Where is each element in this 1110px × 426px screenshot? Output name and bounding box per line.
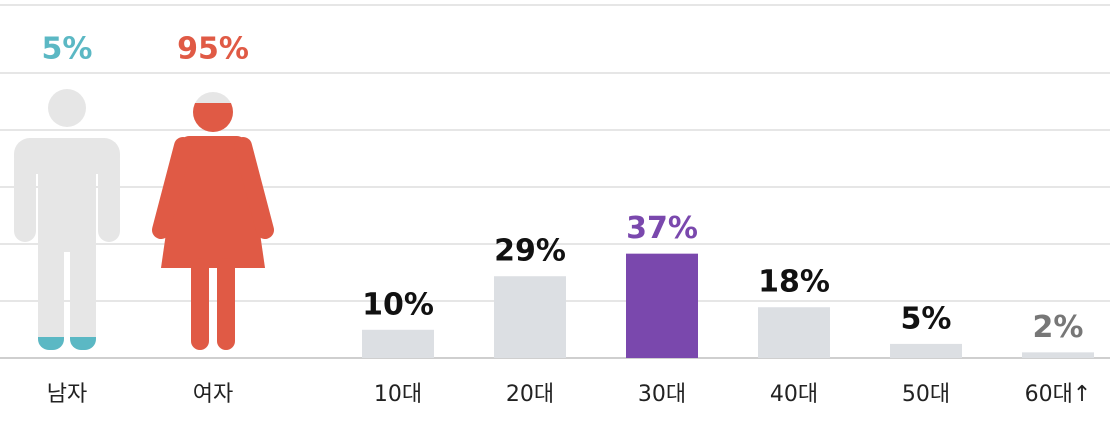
head (48, 89, 86, 127)
value-label: 95% (177, 32, 249, 67)
category-label: 남자 (47, 382, 87, 407)
leg (38, 236, 64, 350)
value-label: 37% (626, 211, 698, 246)
value-label: 5% (901, 301, 952, 336)
value-label: 10% (362, 287, 434, 322)
leg (70, 337, 96, 350)
bar (1022, 352, 1094, 358)
value-label: 2% (1033, 310, 1084, 345)
bar (758, 307, 830, 358)
leg (38, 337, 64, 350)
bar (626, 253, 698, 358)
value-label: 29% (494, 234, 566, 269)
category-label: 50대 (902, 382, 950, 407)
figure-empty (14, 89, 120, 350)
head (193, 103, 233, 132)
category-label: 40대 (770, 382, 818, 407)
dress (161, 136, 265, 268)
bar (494, 276, 566, 358)
figure-fill (38, 337, 96, 350)
arm (152, 137, 192, 239)
leg (191, 258, 209, 350)
category-label: 여자 (193, 382, 233, 407)
category-label: 60대↑ (1025, 382, 1092, 407)
value-label: 18% (758, 265, 830, 300)
leg (217, 258, 235, 350)
figure-fill (152, 103, 274, 350)
arm (98, 150, 120, 242)
category-label: 30대 (638, 382, 686, 407)
category-label: 20대 (506, 382, 554, 407)
value-label: 5% (42, 32, 93, 67)
bar (362, 329, 434, 358)
category-label: 10대 (374, 382, 422, 407)
arm (234, 137, 274, 239)
leg (70, 236, 96, 350)
bar (890, 343, 962, 358)
torso (38, 140, 96, 252)
arm (14, 150, 36, 242)
